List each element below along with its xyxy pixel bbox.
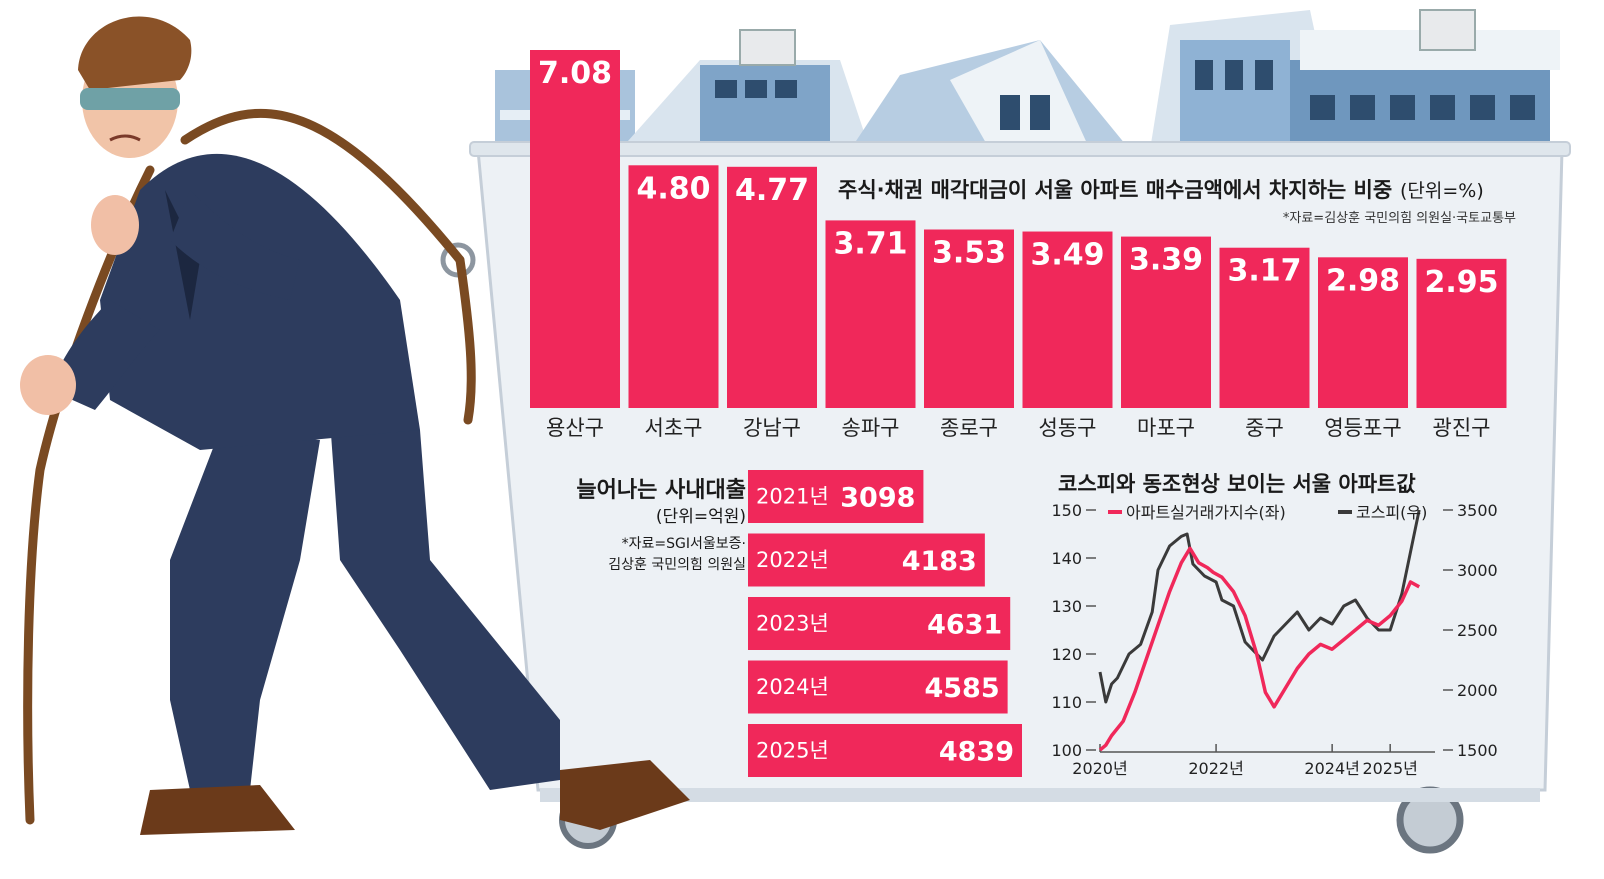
chart2-unit: (단위=억원) [655,507,746,527]
bar-8 [1318,257,1408,408]
chart1-unit: (단위=%) [1400,180,1484,202]
bar-9 [1416,258,1507,408]
hbar-value-label-1: 4183 [902,546,977,577]
bar-value-label-3: 3.71 [833,226,907,261]
x-tick-label-0: 2020년 [1072,759,1127,778]
bar-6 [1121,236,1211,408]
left-tick-label-1: 140 [1051,549,1082,568]
right-tick-label-2: 2500 [1457,621,1498,640]
hbar-value-label-4: 4839 [939,737,1014,768]
right-tick-label-4: 1500 [1457,741,1498,760]
hbar-value-label-3: 4585 [924,673,999,704]
bar-5 [1022,231,1113,408]
bar-value-label-1: 4.80 [636,171,710,206]
left-tick-label-0: 150 [1051,501,1082,520]
bar-value-label-2: 4.77 [735,173,809,208]
chart2-title: 늘어나는 사내대출 [576,478,746,503]
hbar-value-label-0: 3098 [840,483,915,514]
hbar-year-label-1: 2022년 [756,548,829,572]
hbar-year-label-3: 2024년 [756,675,829,699]
hbar-3 [748,660,1008,714]
category-label-2: 강남구 [743,416,801,440]
hbar-0 [748,470,924,523]
series-line-0 [1098,546,1421,752]
apartment-buildings-illustration [495,9,1560,150]
category-label-3: 송파구 [842,416,900,440]
chart1-title-text: 주식·채권 매각대금이 서울 아파트 매수금액에서 차지하는 비중 [838,178,1393,202]
hbar-year-label-4: 2025년 [756,739,829,763]
bar-4 [924,229,1014,408]
left-tick-label-4: 110 [1051,693,1082,712]
bar-7 [1219,247,1310,408]
bar-value-label-5: 3.49 [1030,238,1104,273]
bar-value-label-0: 7.08 [538,56,612,91]
series-line-1 [1098,509,1421,704]
legend-label-0: 아파트실거래가지수(좌) [1126,503,1286,522]
x-tick-label-1: 2022년 [1188,759,1243,778]
bar-2 [727,166,817,408]
legend-label-1: 코스피(우) [1356,503,1427,522]
category-label-0: 용산구 [546,416,604,440]
hbar-2 [748,597,1011,650]
bar-3 [825,220,916,408]
category-label-9: 광진구 [1433,416,1491,440]
right-tick-label-1: 3000 [1457,561,1498,580]
category-label-4: 종로구 [940,416,998,440]
bar-1 [628,165,719,408]
right-tick-label-3: 2000 [1457,681,1498,700]
chart2-source-line2: 김상훈 국민의힘 의원실 [608,557,746,573]
chart2-source-line1: *자료=SGI서울보증· [621,536,746,552]
bar-value-label-4: 3.53 [932,236,1006,271]
bar-value-label-8: 2.98 [1326,263,1400,298]
bar-value-label-9: 2.95 [1424,265,1498,300]
bar-0 [530,50,620,408]
hbar-1 [748,533,985,587]
category-label-6: 마포구 [1137,416,1195,440]
hbar-year-label-0: 2021년 [756,485,829,509]
right-tick-label-0: 3500 [1457,501,1498,520]
left-tick-label-5: 100 [1051,741,1082,760]
hbar-4 [748,724,1022,777]
chart1-source: *자료=김상훈 국민의힘 의원실·국토교통부 [1282,211,1516,226]
x-tick-label-3: 2025년 [1362,759,1417,778]
category-label-7: 중구 [1245,416,1284,440]
chart1-title: 주식·채권 매각대금이 서울 아파트 매수금액에서 차지하는 비중 [838,174,1392,204]
hbar-value-label-2: 4631 [927,610,1002,641]
hbar-year-label-2: 2023년 [756,612,829,636]
man-illustration [20,16,690,835]
left-tick-label-2: 130 [1051,597,1082,616]
x-tick-label-2: 2024년 [1304,759,1359,778]
chart3-title: 코스피와 동조현상 보이는 서울 아파트값 [1058,472,1416,496]
bar-value-label-7: 3.17 [1227,254,1301,289]
category-label-8: 영등포구 [1324,416,1401,440]
rope-illustration [23,108,476,825]
bar-value-label-6: 3.39 [1129,243,1203,278]
category-label-5: 성동구 [1039,416,1097,440]
category-label-1: 서초구 [645,416,703,440]
left-tick-label-3: 120 [1051,645,1082,664]
